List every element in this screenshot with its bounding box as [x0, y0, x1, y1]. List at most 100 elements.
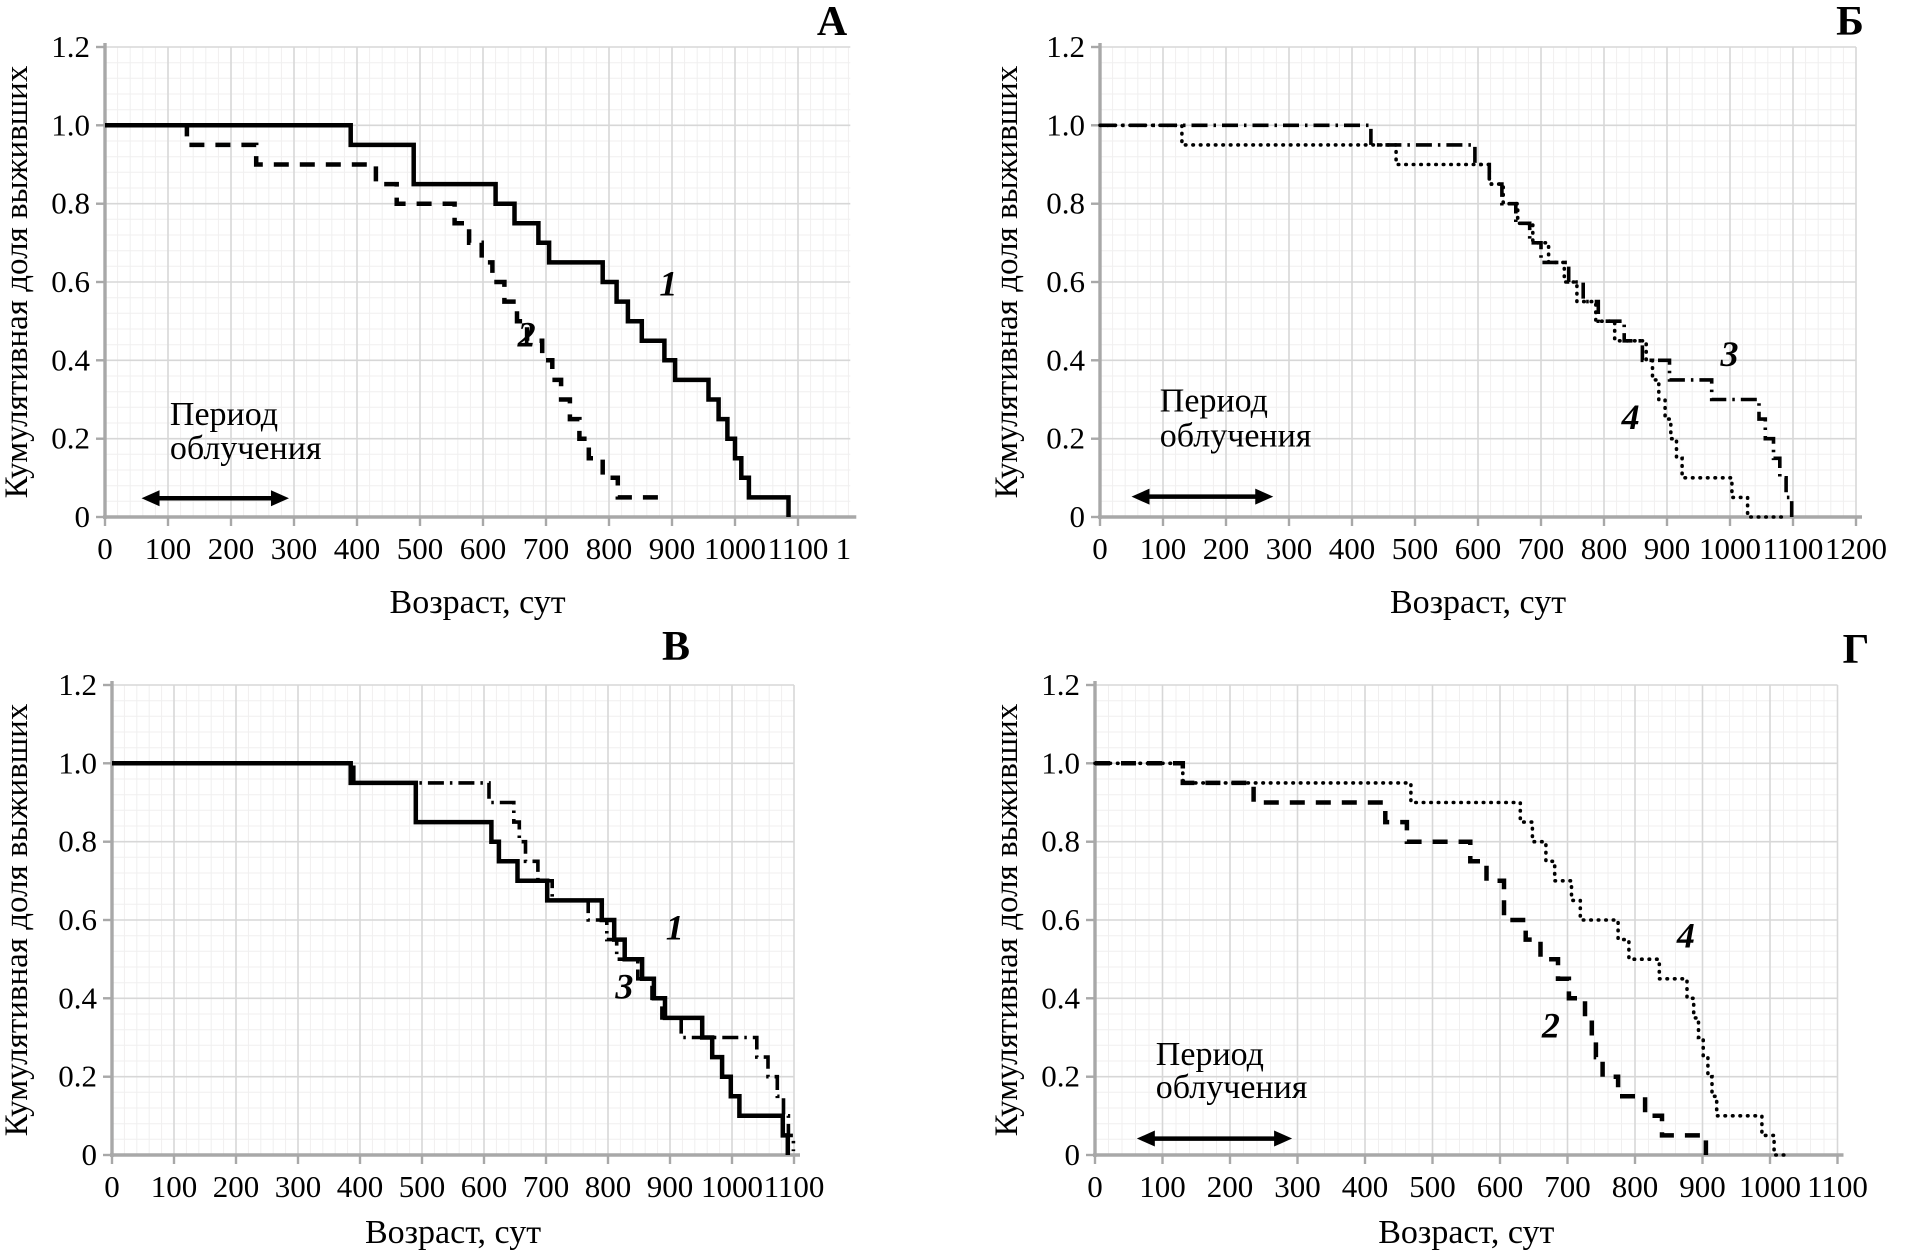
x-tick-label: 200	[213, 1169, 260, 1204]
x-tick-label: 900	[1679, 1169, 1726, 1204]
curve-1-label: 1	[659, 264, 677, 304]
y-axis-label: Кумулятивная доля выживших	[989, 65, 1025, 498]
curve-2-dashed-line	[1095, 761, 1709, 1155]
curve-4-dotted-line	[1098, 123, 1788, 519]
y-tick-label: 0.4	[1041, 980, 1080, 1015]
x-axis-label: Возраст, сут	[390, 584, 566, 621]
y-tick-label: 1.0	[58, 745, 97, 780]
x-tick-label: 900	[647, 1169, 694, 1204]
arrow-head-left-icon	[1131, 488, 1150, 505]
irradiation-period-label: облучения	[170, 430, 322, 467]
x-axis-label: Возраст, сут	[1390, 584, 1566, 621]
x-tick-label: 0	[1092, 531, 1108, 566]
x-tick-label: 400	[334, 531, 381, 566]
y-tick-label: 0	[82, 1137, 98, 1172]
y-tick-label: 0.6	[1046, 264, 1085, 299]
y-axis-label: Кумулятивная доля выживших	[989, 703, 1025, 1136]
x-tick-label: 700	[523, 1169, 570, 1204]
curve-1-solid-line	[112, 761, 791, 1155]
x-axis-label: Возраст, сут	[365, 1214, 541, 1251]
x-tick-label: 100	[1140, 531, 1187, 566]
x-tick-label: 200	[1207, 1169, 1254, 1204]
x-tick-label: 600	[1455, 531, 1502, 566]
irradiation-period-label: облучения	[1156, 1069, 1308, 1106]
x-tick-label: 500	[1392, 531, 1439, 566]
panel-title: А	[817, 2, 848, 45]
x-tick-label: 700	[1544, 1169, 1591, 1204]
y-tick-label: 1.2	[51, 29, 90, 64]
x-tick-label: 400	[1342, 1169, 1389, 1204]
x-tick-label: 700	[523, 531, 570, 566]
chart-a: 0 100 200 300 400 500 600 700 800 900 1000 1100 100.…	[0, 2, 857, 621]
x-tick-label: 0	[97, 531, 113, 566]
x-tick-label: 500	[399, 1169, 446, 1204]
irradiation-period-label: Период	[1156, 1036, 1264, 1073]
y-tick-label: 1.0	[1041, 745, 1080, 780]
x-tick-label: 1000	[1739, 1169, 1801, 1204]
x-tick-label: 600	[460, 531, 507, 566]
y-tick-label: 0	[1065, 1137, 1081, 1172]
irradiation-period-label: Период	[170, 396, 278, 433]
y-tick-label: 0.4	[58, 980, 97, 1015]
y-tick-label: 0.2	[1046, 421, 1085, 456]
x-tick-label: 1100	[1807, 1169, 1868, 1204]
x-tick-label: 1000	[1699, 531, 1761, 566]
irradiation-period-label: облучения	[1160, 418, 1312, 455]
curve-4-dotted-line	[1093, 761, 1787, 1157]
y-tick-label: 0.8	[51, 186, 90, 221]
x-tick-label: 0	[104, 1169, 120, 1204]
y-tick-label: 0.2	[58, 1059, 97, 1094]
y-tick-label: 0.2	[51, 421, 90, 456]
arrow-head-left-icon	[141, 490, 160, 507]
x-tick-label: 600	[1477, 1169, 1524, 1204]
curve-1-label: 1	[666, 908, 684, 948]
x-tick-label: 300	[275, 1169, 322, 1204]
curve-2-label: 2	[517, 315, 536, 355]
x-tick-label: 700	[1518, 531, 1565, 566]
curve-2-label: 2	[1541, 1006, 1560, 1046]
x-tick-label: 400	[337, 1169, 384, 1204]
y-axis-label: Кумулятивная доля выживших	[0, 65, 35, 498]
y-tick-label: 0.6	[58, 902, 97, 937]
x-tick-label: 100	[1139, 1169, 1186, 1204]
chart-b: 0 100 200 300 400 500 600 700 800 900 1000 1100 1200…	[989, 2, 1887, 621]
curve-3-label: 3	[1720, 334, 1739, 374]
chart-v: 0 100 200 300 400 500 600 700 800 900 1000 1100 0 0.2…	[0, 630, 825, 1251]
x-tick-label: 500	[397, 531, 444, 566]
x-tick-label: 1000	[704, 531, 766, 566]
arrow-head-right-icon	[1255, 488, 1274, 505]
x-tick-label: 200	[208, 531, 255, 566]
curve-4-label: 4	[1621, 397, 1640, 437]
panel-title: Г	[1843, 630, 1870, 673]
y-tick-label: 0	[75, 499, 91, 534]
y-tick-label: 1.0	[1046, 107, 1085, 142]
y-tick-label: 0.2	[1041, 1059, 1080, 1094]
panel-g: 0 100 200 300 400 500 600 700 800 900 1000 1100 0 0.2…	[960, 630, 1914, 1257]
y-tick-label: 1.2	[1046, 29, 1085, 64]
panel-title: Б	[1836, 2, 1864, 45]
y-tick-label: 0.4	[1046, 342, 1085, 377]
x-tick-label: 900	[649, 531, 696, 566]
curve-3-dashdot-line	[112, 761, 796, 1152]
x-tick-label: 300	[1274, 1169, 1321, 1204]
x-tick-label: 1100	[1763, 531, 1824, 566]
panel-b: 0 100 200 300 400 500 600 700 800 900 1000 1100 1200…	[960, 2, 1914, 627]
x-tick-label: 600	[461, 1169, 508, 1204]
y-tick-label: 0.6	[51, 264, 90, 299]
x-tick-label-clipped: 1	[836, 531, 852, 566]
y-tick-label: 1.0	[51, 107, 90, 142]
x-tick-label: 1000	[701, 1169, 763, 1204]
x-tick-label: 200	[1203, 531, 1250, 566]
x-tick-label: 300	[1266, 531, 1313, 566]
x-tick-label: 800	[1581, 531, 1628, 566]
y-tick-label: 0	[1070, 499, 1086, 534]
x-tick-label: 1100	[764, 1169, 825, 1204]
curve-2-dashed-line	[105, 123, 667, 502]
y-tick-label: 1.2	[58, 667, 97, 702]
curve-1-solid-line	[105, 123, 791, 517]
y-tick-label: 0.6	[1041, 902, 1080, 937]
y-tick-label: 1.2	[1041, 667, 1080, 702]
panel-a: 0 100 200 300 400 500 600 700 800 900 1000 1100 1 0 0.…	[0, 2, 905, 627]
arrow-head-right-icon	[270, 490, 289, 507]
